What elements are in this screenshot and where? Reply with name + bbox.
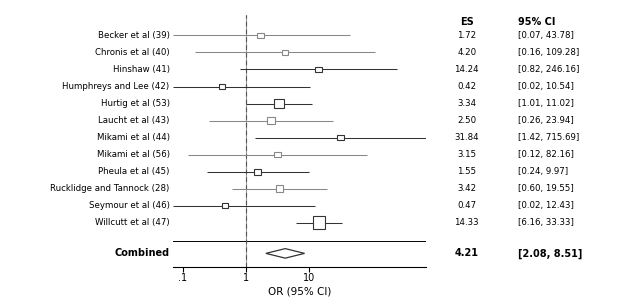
Text: [0.26, 23.94]: [0.26, 23.94] [518, 116, 573, 125]
Text: 0.47: 0.47 [457, 201, 476, 210]
Text: 3.15: 3.15 [457, 150, 476, 159]
Text: Laucht et al (43): Laucht et al (43) [98, 116, 170, 125]
Text: Mikami et al (56): Mikami et al (56) [97, 150, 170, 159]
Text: 4.21: 4.21 [455, 248, 479, 258]
Text: 31.84: 31.84 [454, 133, 479, 142]
Text: 1.72: 1.72 [457, 31, 476, 40]
Bar [274, 99, 284, 108]
Text: Hinshaw (41): Hinshaw (41) [113, 65, 170, 74]
Text: 3.42: 3.42 [457, 184, 476, 193]
Text: Combined: Combined [115, 248, 170, 258]
Text: Humphreys and Lee (42): Humphreys and Lee (42) [63, 82, 170, 91]
Text: Chronis et al (40): Chronis et al (40) [95, 48, 170, 57]
Text: ES: ES [460, 17, 474, 27]
Text: Mikami et al (44): Mikami et al (44) [97, 133, 170, 142]
Text: [0.02, 10.54]: [0.02, 10.54] [518, 82, 573, 91]
Text: 0.42: 0.42 [457, 82, 476, 91]
Bar [268, 118, 275, 124]
Text: Rucklidge and Tannock (28): Rucklidge and Tannock (28) [51, 184, 170, 193]
Bar [219, 84, 225, 89]
Text: [0.12, 82.16]: [0.12, 82.16] [518, 150, 573, 159]
Bar [316, 67, 322, 72]
Bar [337, 135, 344, 140]
Text: 14.24: 14.24 [454, 65, 479, 74]
Bar [257, 33, 264, 38]
Text: [0.16, 109.28]: [0.16, 109.28] [518, 48, 579, 57]
Text: [0.24, 9.97]: [0.24, 9.97] [518, 167, 568, 176]
Text: [2.08, 8.51]: [2.08, 8.51] [518, 248, 582, 259]
Text: Pheula et al (45): Pheula et al (45) [98, 167, 170, 176]
Text: Becker et al (39): Becker et al (39) [98, 31, 170, 40]
Text: 95% CI: 95% CI [518, 17, 555, 27]
Bar [276, 185, 284, 192]
Text: [1.01, 11.02]: [1.01, 11.02] [518, 99, 573, 108]
Text: [6.16, 33.33]: [6.16, 33.33] [518, 218, 573, 227]
Text: [0.07, 43.78]: [0.07, 43.78] [518, 31, 573, 40]
Text: [0.60, 19.55]: [0.60, 19.55] [518, 184, 573, 193]
Text: Willcutt et al (47): Willcutt et al (47) [95, 218, 170, 227]
Text: 1.55: 1.55 [457, 167, 476, 176]
Text: [0.82, 246.16]: [0.82, 246.16] [518, 65, 579, 74]
Text: 3.34: 3.34 [457, 99, 476, 108]
Text: [0.02, 12.43]: [0.02, 12.43] [518, 201, 573, 210]
Text: 14.33: 14.33 [454, 218, 479, 227]
X-axis label: OR (95% CI): OR (95% CI) [268, 286, 331, 296]
Bar [254, 169, 262, 175]
Text: Hurtig et al (53): Hurtig et al (53) [100, 99, 170, 108]
Text: [1.42, 715.69]: [1.42, 715.69] [518, 133, 579, 142]
Text: 2.50: 2.50 [457, 116, 476, 125]
Text: 4.20: 4.20 [457, 48, 476, 57]
Bar [274, 152, 280, 157]
Bar [312, 216, 325, 229]
Bar [222, 203, 228, 208]
Bar [282, 50, 289, 55]
Text: Seymour et al (46): Seymour et al (46) [89, 201, 170, 210]
